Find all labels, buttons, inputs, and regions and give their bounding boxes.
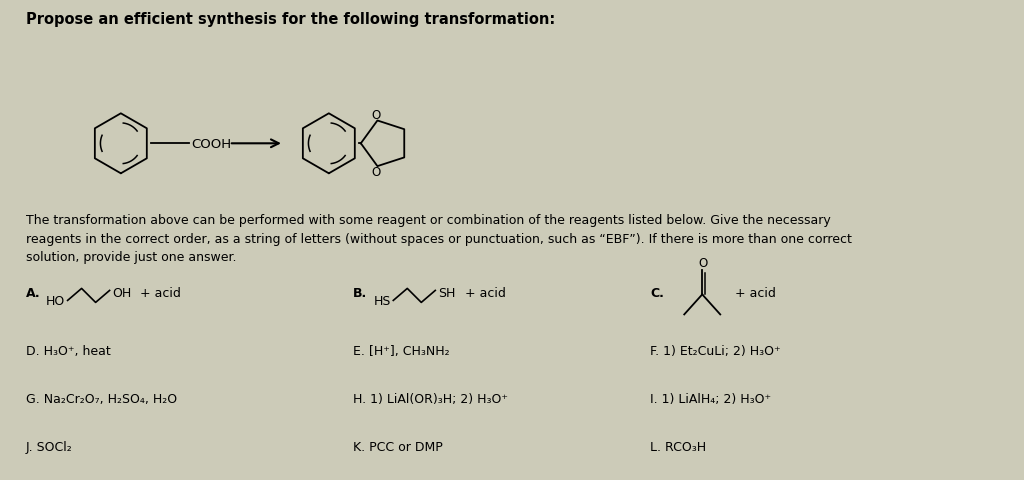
Text: + acid: + acid: [735, 286, 776, 300]
Text: O: O: [371, 109, 380, 122]
Text: The transformation above can be performed with some reagent or combination of th: The transformation above can be performe…: [26, 214, 852, 264]
Text: A.: A.: [26, 286, 40, 300]
Text: I. 1) LiAlH₄; 2) H₃O⁺: I. 1) LiAlH₄; 2) H₃O⁺: [650, 392, 771, 405]
Text: K. PCC or DMP: K. PCC or DMP: [353, 440, 443, 453]
Text: O: O: [371, 166, 380, 179]
Text: E. [H⁺], CH₃NH₂: E. [H⁺], CH₃NH₂: [353, 344, 450, 357]
Text: F. 1) Et₂CuLi; 2) H₃O⁺: F. 1) Et₂CuLi; 2) H₃O⁺: [650, 344, 781, 357]
Text: Propose an efficient synthesis for the following transformation:: Propose an efficient synthesis for the f…: [26, 12, 555, 27]
Text: SH: SH: [438, 286, 456, 300]
Text: L. RCO₃H: L. RCO₃H: [650, 440, 707, 453]
Text: HO: HO: [46, 294, 65, 307]
Text: + acid: + acid: [465, 286, 506, 300]
Text: HS: HS: [374, 294, 390, 307]
Text: D. H₃O⁺, heat: D. H₃O⁺, heat: [26, 344, 111, 357]
Text: H. 1) LiAl(OR)₃H; 2) H₃O⁺: H. 1) LiAl(OR)₃H; 2) H₃O⁺: [353, 392, 508, 405]
Text: J. SOCl₂: J. SOCl₂: [26, 440, 73, 453]
Text: COOH: COOH: [190, 137, 231, 151]
Text: B.: B.: [353, 286, 368, 300]
Text: OH: OH: [113, 286, 132, 300]
Text: O: O: [698, 256, 708, 269]
Text: G. Na₂Cr₂O₇, H₂SO₄, H₂O: G. Na₂Cr₂O₇, H₂SO₄, H₂O: [26, 392, 177, 405]
Text: C.: C.: [650, 286, 665, 300]
Text: + acid: + acid: [139, 286, 180, 300]
